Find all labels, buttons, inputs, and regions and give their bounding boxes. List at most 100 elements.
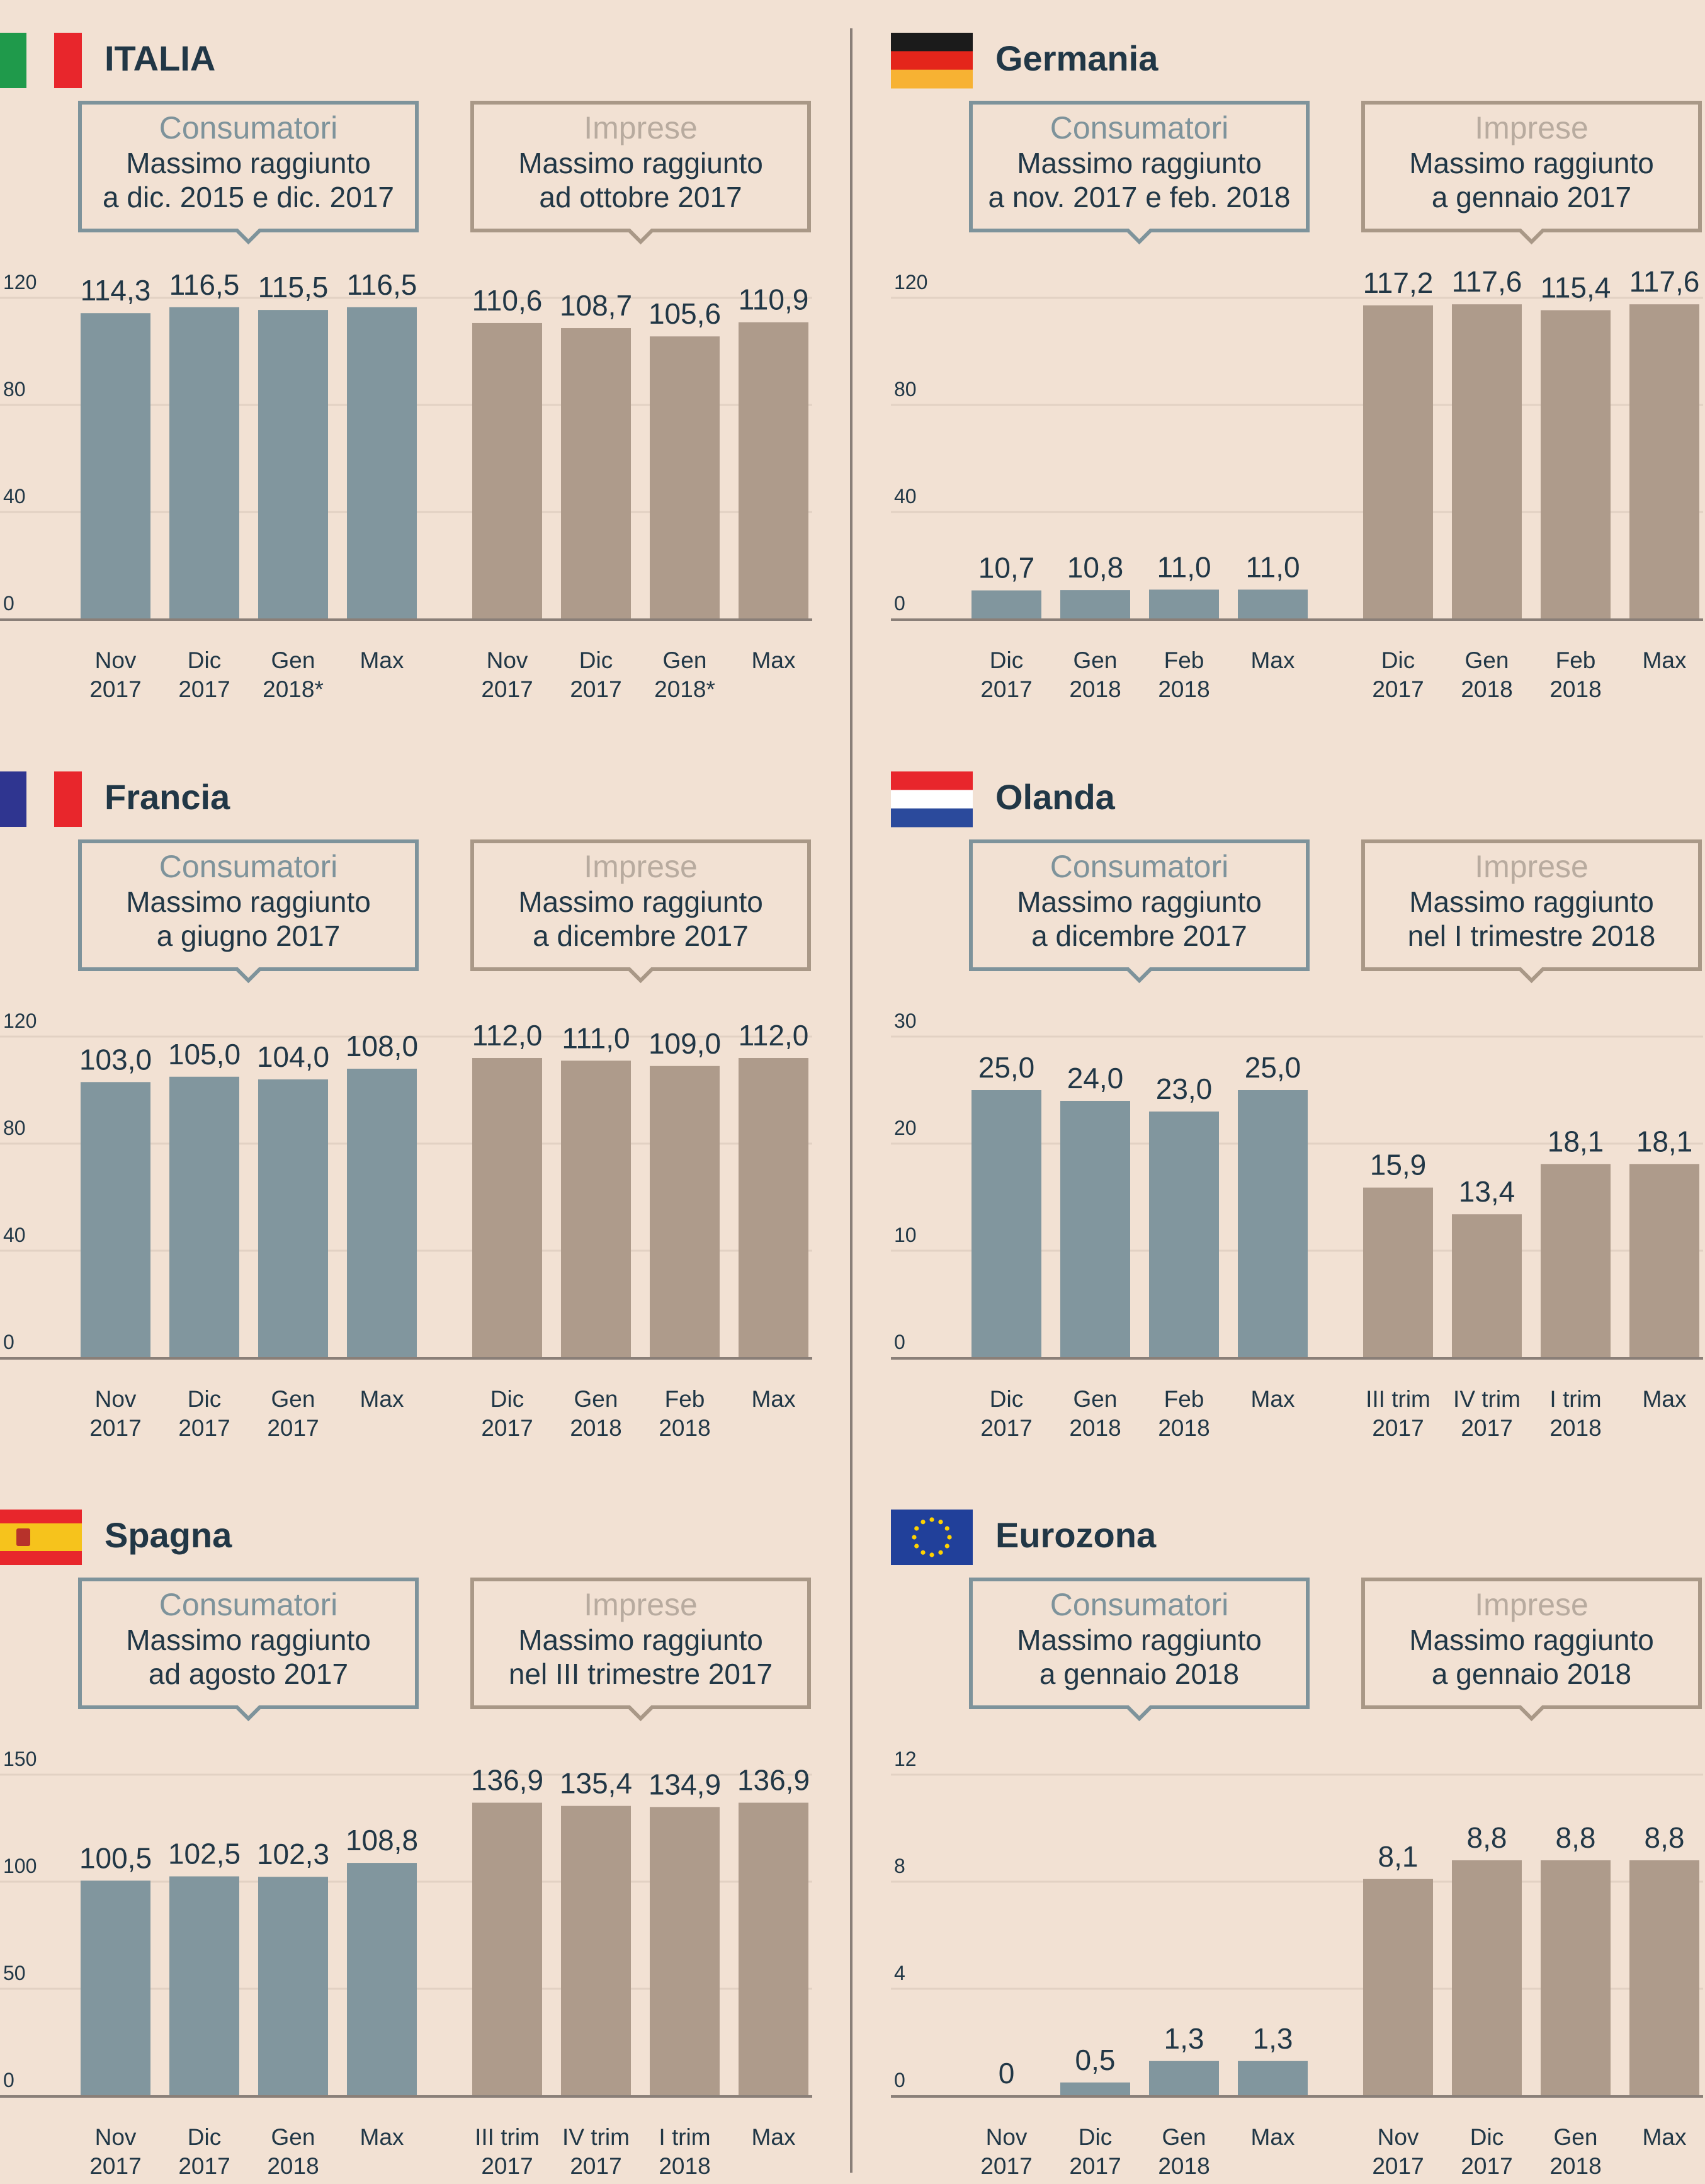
x-tick-label: 2018 [1549,676,1601,702]
x-tick-label: 2018* [654,676,715,702]
country-title: Olanda [995,777,1116,817]
bar [650,1807,720,2096]
y-tick-label: 150 [3,1748,37,1770]
x-tick-label: 2017 [980,676,1032,702]
bar [1060,2082,1130,2096]
bar [1541,310,1611,619]
x-tick-label: Feb [665,1386,705,1412]
data-label: 116,5 [347,268,417,301]
x-tick-label: 2017 [980,1415,1032,1441]
x-tick-label: III trim [475,2124,540,2150]
bar [1149,2061,1219,2096]
callout-title: Consumatori [159,110,337,145]
x-tick-label: Max [1643,2124,1687,2150]
callout-frame [470,101,811,245]
x-tick-label: 2018 [659,2153,710,2179]
bar [258,1877,328,2096]
bar [258,1079,328,1358]
callout-line: a nov. 2017 e feb. 2018 [988,181,1291,213]
bar [1629,1164,1699,1358]
business-series: 110,6 Nov 2017 108,7 Dic 2017 105,6 Gen 2018* 110… [472,283,809,702]
spain-flag [0,1510,82,1565]
data-label: 116,5 [169,268,240,301]
consumers-series: 25,0 Dic 2017 24,0 Gen 2018 23,0 Feb 2018 25,0 Max [971,1051,1308,1441]
bar [169,307,239,619]
x-tick-label: Dic [188,647,221,673]
bar [650,1066,720,1358]
callout-title: Imprese [584,1587,698,1622]
consumers-series: 103,0 Nov 2017 105,0 Dic 2017 104,0 Gen 2017 108,… [79,1030,418,1441]
flag-stripe [891,33,973,52]
data-label: 102,3 [257,1838,329,1870]
data-label: 117,2 [1363,266,1434,299]
flag-stripe [891,808,973,828]
data-label: 8,8 [1467,1821,1507,1854]
callout-frame [1361,101,1702,245]
bar [1060,1101,1130,1358]
flag-stripe [54,33,82,88]
callout-title: Imprese [1475,849,1589,884]
callout-line: a dicembre 2017 [533,919,749,952]
y-tick-label: 80 [894,378,917,401]
callout-title: Consumatori [1050,849,1228,884]
x-tick-label: 2018 [1158,1415,1209,1441]
callout-line: a dicembre 2017 [1031,919,1247,952]
bar [1541,1164,1611,1358]
x-tick-label: 2018 [1549,1415,1601,1441]
y-tick-label: 10 [894,1224,917,1246]
x-tick-label: Max [1251,647,1295,673]
bar [472,1802,542,2096]
x-tick-label: Max [752,2124,796,2150]
data-label: 8,1 [1378,1840,1419,1873]
x-tick-label: 2017 [1461,2153,1512,2179]
x-tick-label: I trim [659,2124,710,2150]
data-label: 8,8 [1645,1821,1685,1854]
x-tick-label: Nov [1378,2124,1419,2150]
data-label: 25,0 [1245,1051,1301,1084]
consumers-series: 10,7 Dic 2017 10,8 Gen 2018 11,0 Feb 2018 11,0 Max [971,550,1308,702]
data-label: 115,5 [258,271,329,304]
callout-title: Imprese [1475,1587,1589,1622]
callout-line: Massimo raggiunto [518,147,763,179]
callout-frame [969,839,1310,984]
flag-stripe [891,51,973,71]
x-tick-label: 2018 [570,1415,621,1441]
data-label: 15,9 [1370,1149,1427,1181]
x-tick-label: Gen [574,1386,618,1412]
star-icon [938,1550,943,1555]
x-tick-label: Gen [1465,647,1509,673]
data-label: 108,7 [560,289,632,322]
x-tick-label: Nov [95,1386,137,1412]
bar [1452,304,1522,619]
callout-line: Massimo raggiunto [1409,1624,1654,1656]
star-icon [929,1552,934,1557]
country-title: Spagna [105,1515,232,1555]
y-tick-label: 120 [3,1010,37,1032]
x-tick-label: Nov [95,647,137,673]
x-tick-label: Dic [1079,2124,1112,2150]
x-tick-label: IV trim [1453,1386,1521,1412]
x-tick-label: Gen [271,2124,315,2150]
star-icon [914,1544,919,1549]
x-tick-label: III trim [1366,1386,1430,1412]
bar [650,336,720,619]
data-label: 100,5 [79,1841,152,1874]
x-tick-label: Max [1643,647,1687,673]
bar [81,313,150,619]
data-label: 136,9 [737,1764,810,1797]
bar [739,1058,808,1358]
data-label: 117,6 [1629,265,1700,298]
star-icon [944,1544,949,1549]
callout-frame [1361,1578,1702,1722]
y-tick-label: 0 [894,1331,905,1353]
y-tick-label: 0 [3,592,14,615]
callout-line: Massimo raggiunto [518,1624,763,1656]
business-series: 8,1 Nov 2017 8,8 Dic 2017 8,8 Gen 2018 8,8 Max [1363,1821,1699,2179]
callout-line: Massimo raggiunto [1409,885,1654,918]
callout-frame [78,1578,419,1722]
callout-frame [470,1578,811,1722]
